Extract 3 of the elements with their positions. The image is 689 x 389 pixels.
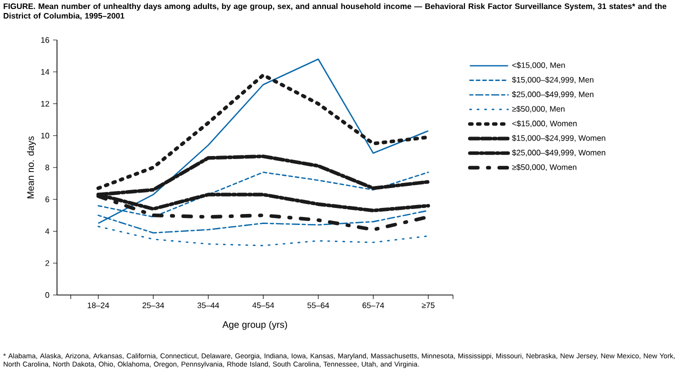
x-axis-title: Age group (yrs)	[222, 320, 288, 330]
line-series	[98, 226, 429, 246]
y-axis-title: Mean no. days	[26, 136, 36, 198]
